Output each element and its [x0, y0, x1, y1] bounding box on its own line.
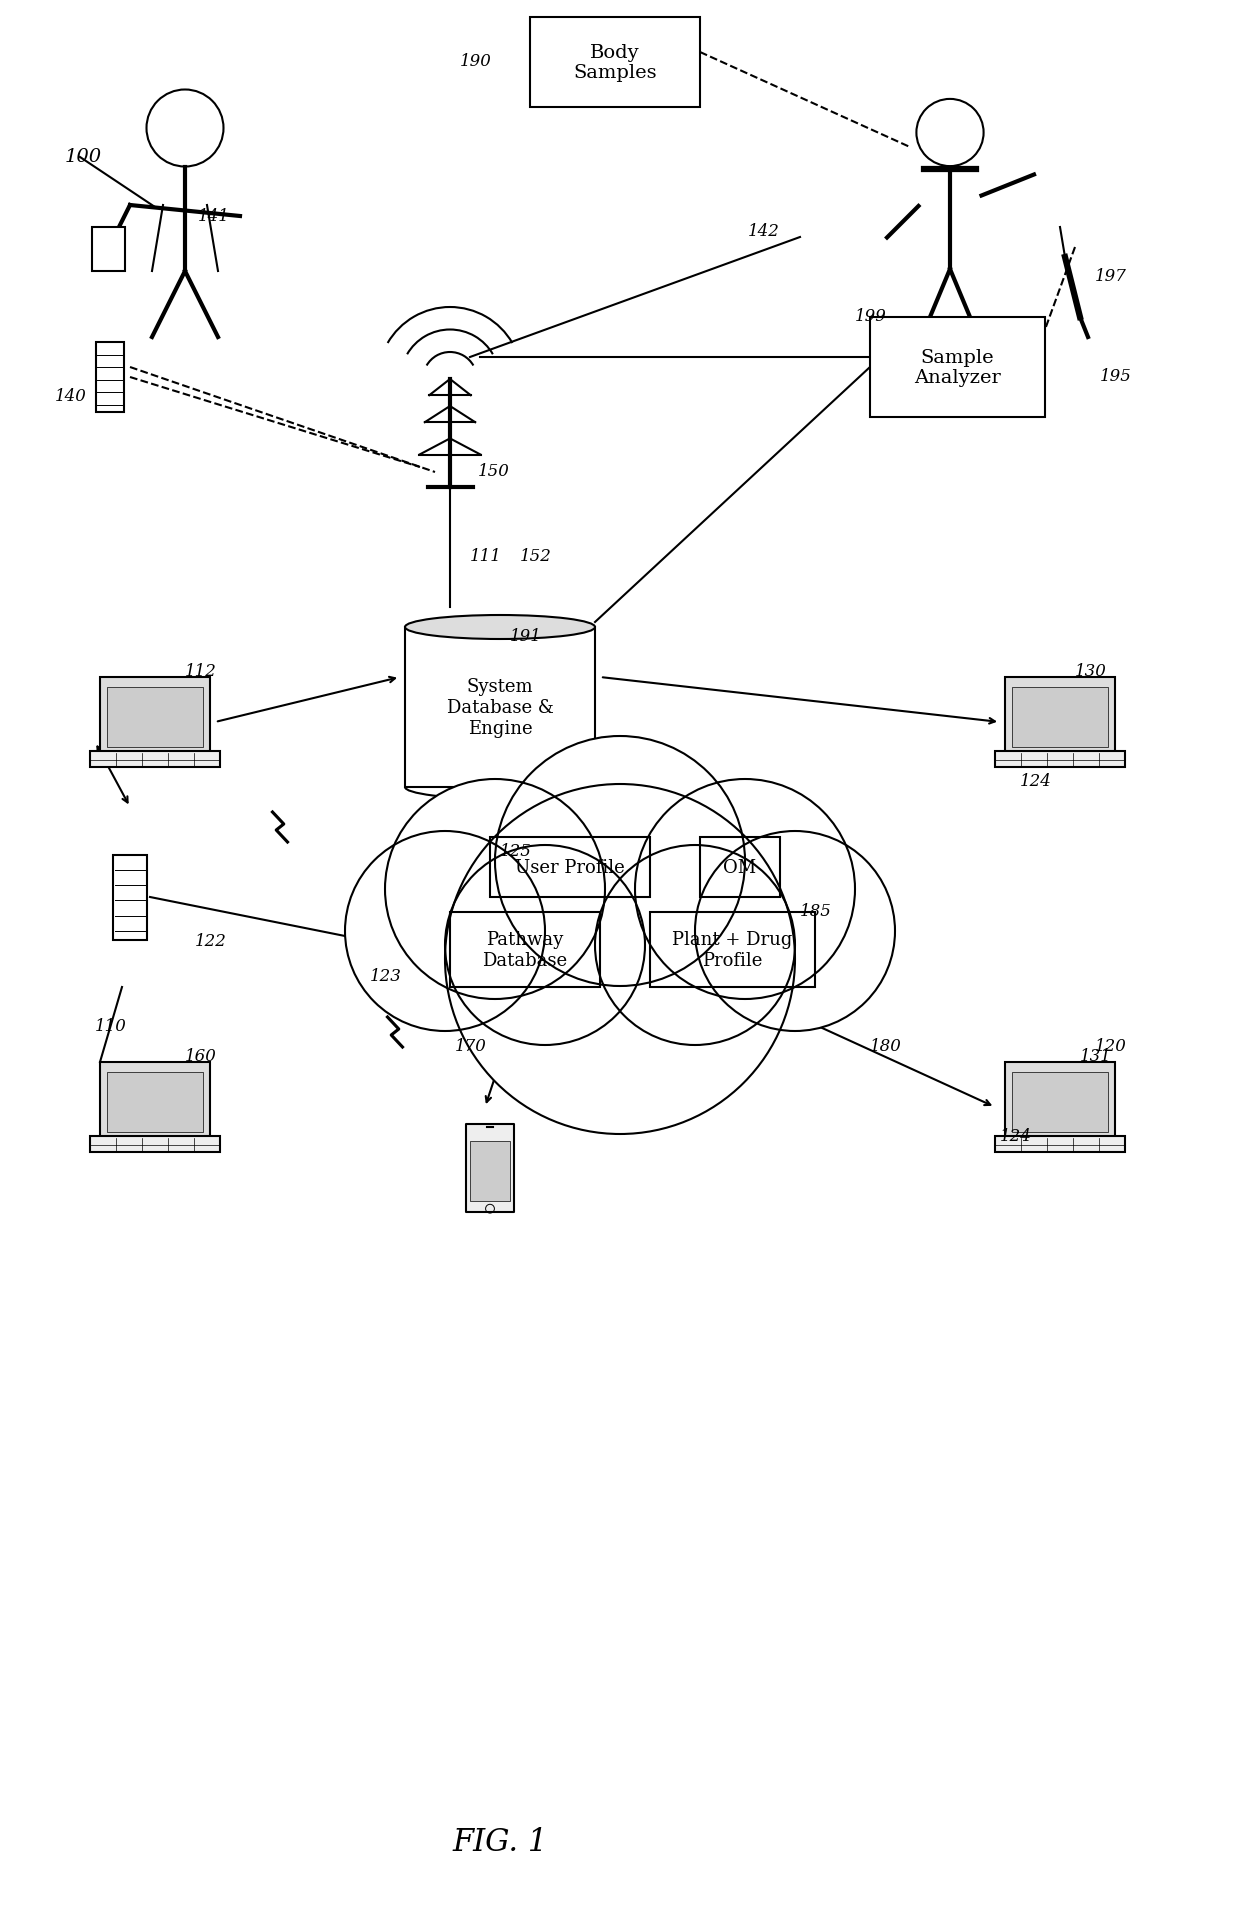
- Text: Pathway
Database: Pathway Database: [482, 931, 568, 969]
- Bar: [91, 1137, 219, 1152]
- Text: 150: 150: [477, 463, 510, 481]
- Bar: [100, 677, 210, 753]
- Text: 120: 120: [1095, 1037, 1127, 1055]
- Text: 180: 180: [870, 1037, 901, 1055]
- Text: Body
Samples: Body Samples: [573, 44, 657, 82]
- Text: 140: 140: [55, 387, 87, 404]
- Bar: [92, 227, 124, 273]
- Text: Sample
Analyzer: Sample Analyzer: [914, 349, 1001, 387]
- Circle shape: [345, 831, 546, 1032]
- Bar: [405, 627, 595, 788]
- Bar: [91, 751, 219, 769]
- Circle shape: [694, 831, 895, 1032]
- Circle shape: [595, 845, 795, 1045]
- Text: 100: 100: [64, 149, 102, 166]
- Bar: [100, 1062, 210, 1137]
- Bar: [529, 17, 701, 109]
- Text: 110: 110: [95, 1018, 126, 1034]
- Bar: [470, 1140, 510, 1201]
- Text: 141: 141: [198, 208, 229, 225]
- Bar: [466, 1125, 515, 1213]
- Text: 152: 152: [520, 547, 552, 564]
- Text: Plant + Drug
Profile: Plant + Drug Profile: [672, 931, 792, 969]
- Text: 195: 195: [1100, 368, 1132, 385]
- Circle shape: [445, 845, 645, 1045]
- Circle shape: [635, 780, 856, 999]
- Text: 160: 160: [185, 1047, 217, 1064]
- Bar: [490, 837, 650, 898]
- Bar: [1004, 677, 1115, 753]
- Text: 130: 130: [1075, 662, 1107, 679]
- Circle shape: [445, 784, 795, 1135]
- Bar: [870, 318, 1045, 418]
- Text: 131: 131: [1080, 1047, 1112, 1064]
- Text: 123: 123: [370, 967, 402, 984]
- Text: 197: 197: [1095, 267, 1127, 284]
- Bar: [1012, 1072, 1109, 1133]
- Text: 191: 191: [510, 627, 542, 645]
- Ellipse shape: [405, 616, 595, 639]
- Text: 190: 190: [460, 53, 492, 71]
- Text: FIG. 1: FIG. 1: [453, 1827, 548, 1857]
- Text: 170: 170: [455, 1037, 487, 1055]
- Text: OM: OM: [723, 858, 756, 877]
- Bar: [107, 688, 203, 748]
- Circle shape: [495, 736, 745, 986]
- Text: System
Database &
Engine: System Database & Engine: [446, 677, 553, 738]
- Text: 124: 124: [1021, 772, 1052, 789]
- Text: User Profile: User Profile: [515, 858, 625, 877]
- Bar: [113, 854, 148, 940]
- Text: 199: 199: [856, 307, 887, 324]
- Bar: [95, 343, 124, 412]
- Bar: [107, 1072, 203, 1133]
- Bar: [994, 751, 1125, 769]
- Bar: [650, 913, 815, 988]
- Bar: [450, 913, 600, 988]
- Text: 112: 112: [185, 662, 217, 679]
- Bar: [1004, 1062, 1115, 1137]
- Text: 122: 122: [195, 933, 227, 950]
- Text: 111: 111: [470, 547, 502, 564]
- Text: 185: 185: [800, 902, 832, 919]
- Text: 142: 142: [748, 223, 780, 240]
- Text: 124: 124: [999, 1127, 1032, 1144]
- Bar: [994, 1137, 1125, 1152]
- Text: 125: 125: [500, 843, 532, 860]
- Circle shape: [384, 780, 605, 999]
- Bar: [701, 837, 780, 898]
- Bar: [1012, 688, 1109, 748]
